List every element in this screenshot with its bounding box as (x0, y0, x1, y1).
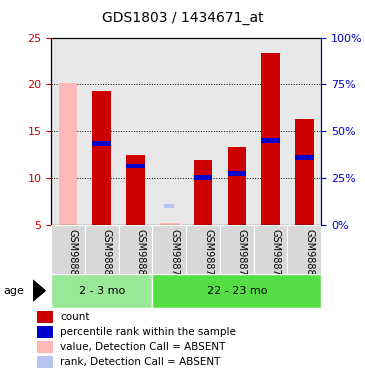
Bar (227, 147, 246, 225)
Bar (119, 225, 153, 274)
Text: GSM98880: GSM98880 (304, 229, 314, 282)
Bar (59, 82, 77, 225)
Bar (261, 54, 280, 225)
Text: value, Detection Call = ABSENT: value, Detection Call = ABSENT (60, 342, 226, 352)
Bar (295, 155, 314, 160)
Bar (126, 164, 145, 168)
Bar (51, 225, 85, 274)
Text: GSM98882: GSM98882 (102, 229, 112, 282)
Bar (51, 274, 153, 308)
Text: GSM98881: GSM98881 (68, 229, 78, 282)
Text: age: age (4, 286, 24, 296)
Bar (160, 223, 178, 225)
Polygon shape (33, 280, 45, 301)
Bar (186, 225, 220, 274)
Bar (194, 175, 212, 180)
Bar (194, 160, 212, 225)
Bar (227, 171, 246, 176)
Bar (153, 274, 321, 308)
Bar (92, 91, 111, 225)
Text: 2 - 3 mo: 2 - 3 mo (78, 286, 125, 296)
Bar (153, 225, 186, 274)
Bar (254, 225, 287, 274)
Bar (164, 204, 174, 209)
Bar (295, 119, 314, 225)
Text: GSM98883: GSM98883 (135, 229, 146, 282)
Text: GSM98878: GSM98878 (237, 229, 247, 282)
Text: GDS1803 / 1434671_at: GDS1803 / 1434671_at (102, 11, 263, 25)
Text: count: count (60, 312, 90, 322)
Text: rank, Detection Call = ABSENT: rank, Detection Call = ABSENT (60, 357, 220, 367)
Bar (220, 225, 254, 274)
Bar (85, 225, 119, 274)
Text: GSM98876: GSM98876 (169, 229, 179, 282)
Text: 22 - 23 mo: 22 - 23 mo (207, 286, 267, 296)
Bar (126, 154, 145, 225)
Bar (261, 138, 280, 143)
Bar (288, 225, 321, 274)
Text: GSM98879: GSM98879 (270, 229, 281, 282)
Text: GSM98877: GSM98877 (203, 229, 213, 282)
Bar (92, 141, 111, 146)
Text: percentile rank within the sample: percentile rank within the sample (60, 327, 236, 337)
